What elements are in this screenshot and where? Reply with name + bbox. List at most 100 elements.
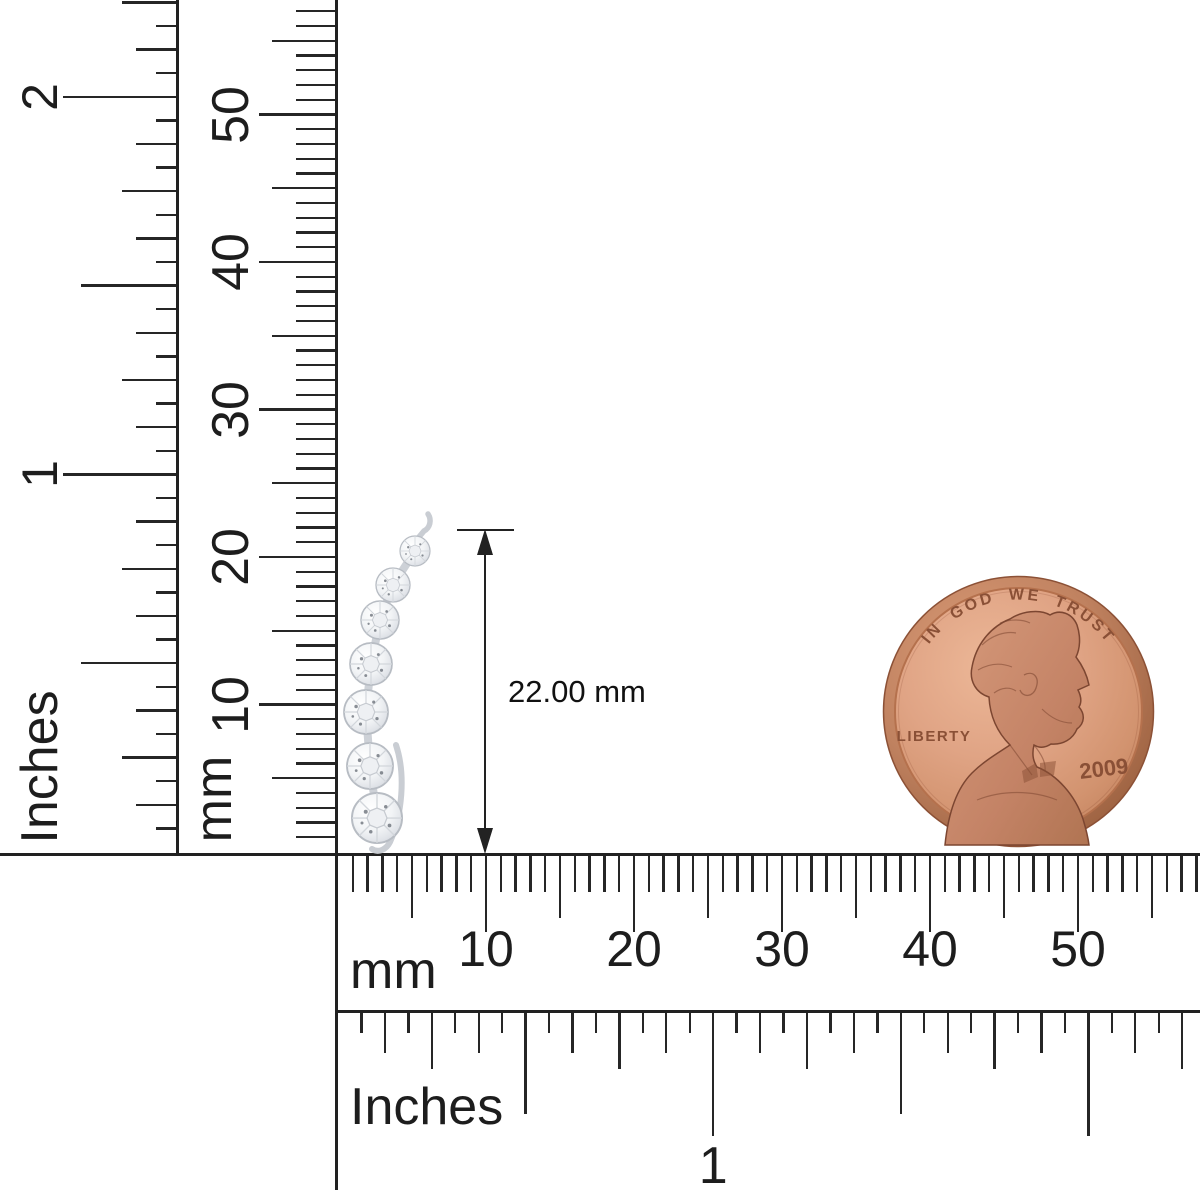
horizontal-mm-ruler-tick [780, 856, 784, 932]
horizontal-inch-ruler-tick [946, 1013, 949, 1053]
vertical-mm-ruler-tick [296, 718, 335, 721]
horizontal-mm-ruler-tick [943, 856, 946, 892]
horizontal-mm-ruler-tick [884, 856, 887, 892]
vertical-inch-ruler-tick [156, 355, 176, 358]
vertical-mm-ruler-tick [259, 408, 335, 411]
horizontal-mm-ruler-tick [1047, 856, 1050, 892]
vertical-mm-ruler-tick [296, 98, 335, 101]
horizontal-inch-ruler-tick [758, 1013, 762, 1053]
vertical-mm-ruler-tick [296, 570, 335, 573]
vertical-inch-ruler-tick [63, 473, 176, 476]
vertical-inch-ruler-tick [156, 544, 176, 547]
vertical-inch-ruler-tick [156, 308, 176, 311]
dimension-arrowhead-up-icon [477, 529, 493, 555]
horizontal-mm-ruler-number: 10 [458, 921, 514, 977]
vertical-mm-ruler-tick [296, 393, 335, 396]
horizontal-inch-ruler-tick [876, 1013, 879, 1033]
horizontal-inch-ruler-tick [524, 1013, 527, 1114]
horizontal-mm-ruler-tick [529, 856, 532, 892]
horizontal-mm-ruler-tick [603, 856, 606, 892]
vertical-mm-ruler-tick [259, 260, 335, 264]
vertical-mm-ruler-tick [296, 319, 335, 323]
vertical-mm-ruler-tick [296, 732, 335, 736]
horizontal-inch-ruler-tick [735, 1013, 738, 1033]
horizontal-inch-ruler-tick [829, 1013, 832, 1033]
horizontal-inch-ruler-tick [805, 1013, 809, 1069]
horizontal-inch-ruler-tick [360, 1013, 363, 1033]
vertical-inch-ruler-tick [81, 662, 176, 665]
horizontal-mm-ruler-tick [854, 856, 858, 918]
horizontal-inch-ruler-tick [712, 1013, 715, 1136]
vertical-mm-ruler-tick [296, 747, 335, 750]
horizontal-inch-ruler-tick [383, 1013, 387, 1053]
vertical-mm-ruler-tick [296, 496, 335, 500]
horizontal-mm-ruler-tick [736, 856, 739, 892]
vertical-inch-ruler-tick [136, 614, 176, 618]
horizontal-mm-ruler-tick [1150, 856, 1154, 918]
horizontal-mm-ruler-tick [440, 856, 443, 892]
vertical-mm-ruler-tick [296, 437, 335, 441]
horizontal-mm-ruler-tick [928, 856, 932, 932]
vertical-mm-ruler-tick [296, 659, 335, 662]
vertical-mm-ruler-tick [296, 378, 335, 382]
horizontal-mm-ruler-tick [869, 856, 872, 892]
vertical-inch-ruler-number: 1 [12, 460, 68, 489]
horizontal-inch-ruler-tick [618, 1013, 621, 1069]
horizontal-inch-ruler-tick [688, 1013, 691, 1033]
vertical-inch-ruler-edge [176, 0, 179, 856]
horizontal-mm-ruler-tick [544, 856, 547, 892]
horizontal-mm-ruler-tick [573, 856, 576, 892]
vertical-mm-ruler-tick [296, 806, 335, 809]
horizontal-mm-ruler-tick [618, 856, 621, 892]
horizontal-inch-ruler-number: 1 [698, 1137, 728, 1195]
horizontal-mm-ruler-tick [514, 856, 517, 892]
vertical-inch-ruler-tick [156, 213, 176, 216]
diamond-stone [346, 742, 394, 790]
vertical-inch-ruler-tick [136, 142, 176, 146]
horizontal-inch-ruler-tick [454, 1013, 457, 1033]
vertical-mm-ruler-tick [296, 614, 335, 618]
horizontal-mm-ruler-tick [410, 856, 414, 918]
vertical-mm-ruler-number: 50 [202, 85, 260, 144]
horizontal-mm-ruler-tick [1136, 856, 1139, 892]
horizontal-inch-ruler-tick [993, 1013, 996, 1069]
diamond-stone [399, 535, 431, 567]
horizontal-inch-ruler-tick [899, 1013, 902, 1114]
horizontal-mm-ruler-tick [351, 856, 354, 892]
vertical-inch-ruler-tick [156, 638, 176, 641]
horizontal-mm-ruler-tick [1195, 856, 1198, 892]
penny-scale-coin: IN GOD WE TRUST LIBERTY 2009 [882, 575, 1155, 848]
horizontal-mm-ruler-tick [766, 856, 769, 892]
horizontal-mm-ruler-tick [1180, 856, 1183, 892]
diamond-stone [343, 689, 389, 735]
horizontal-inch-ruler-tick [665, 1013, 668, 1053]
horizontal-mm-ruler-tick [1121, 856, 1124, 892]
vertical-mm-ruler-tick [259, 113, 335, 116]
vertical-mm-ruler-tick [296, 688, 335, 691]
horizontal-mm-ruler-tick [1017, 856, 1020, 892]
horizontal-inch-ruler-tick [1157, 1013, 1160, 1033]
horizontal-inch-ruler-tick [1063, 1013, 1067, 1033]
vertical-mm-ruler-tick [272, 39, 335, 42]
horizontal-mm-ruler-tick [1002, 856, 1006, 918]
vertical-mm-ruler-tick [296, 423, 335, 426]
vertical-mm-ruler-tick [296, 526, 335, 529]
horizontal-mm-ruler-tick [914, 856, 917, 892]
vertical-mm-ruler-tick [296, 821, 335, 824]
vertical-mm-ruler-tick [296, 246, 335, 249]
diamond-stone [349, 642, 393, 686]
horizontal-inch-ruler-tick [1181, 1013, 1184, 1069]
horizontal-mm-ruler-tick [721, 856, 724, 892]
horizontal-inch-ruler-tick [1087, 1013, 1090, 1136]
horizontal-inch-ruler-tick [1040, 1013, 1043, 1053]
horizontal-inch-ruler-tick [782, 1013, 785, 1033]
horizontal-mm-ruler-tick [499, 856, 502, 892]
vertical-mm-ruler-tick [296, 762, 335, 765]
vertical-mm-ruler-tick [296, 290, 335, 293]
vertical-mm-ruler-tick [296, 69, 335, 72]
vertical-mm-ruler-tick [296, 275, 335, 278]
dimension-arrowhead-down-icon [477, 828, 493, 854]
diamond-stone [351, 792, 403, 844]
horizontal-mm-ruler-tick [425, 856, 428, 892]
horizontal-inch-ruler-tick [1134, 1013, 1137, 1053]
